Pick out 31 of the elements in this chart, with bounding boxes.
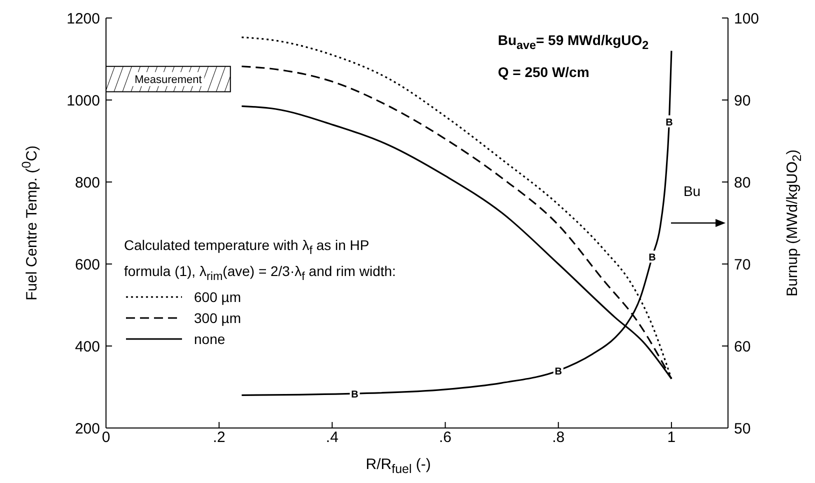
legend-label: 600 µm bbox=[194, 288, 241, 307]
data-label: B bbox=[648, 252, 656, 264]
y-tick-label: 1000 bbox=[66, 92, 100, 110]
y2-tick-label: 60 bbox=[734, 338, 751, 356]
x-tick-label: .8 bbox=[552, 429, 565, 446]
legend-label: none bbox=[194, 330, 226, 349]
x-tick-label: 1 bbox=[667, 429, 676, 446]
y2-tick-label: 70 bbox=[734, 256, 751, 274]
x-axis-title: R/R$_{fuel}$ (-) bbox=[366, 456, 431, 476]
x-tick-label: 0 bbox=[102, 429, 110, 446]
annotation: Bu$_{ave}$= 59 MWd/kgUO$_{2}$ bbox=[498, 32, 649, 52]
y-tick-label: 400 bbox=[74, 338, 100, 356]
legend-label: 300 µm bbox=[194, 308, 241, 328]
x-tick-label: .2 bbox=[212, 429, 226, 446]
band-label: Measurement bbox=[134, 74, 202, 86]
y-tick-label: 1200 bbox=[66, 10, 100, 28]
y-tick-label: 200 bbox=[74, 420, 100, 438]
annotation: Q = 250 W/cm bbox=[498, 64, 590, 80]
data-label: B bbox=[351, 390, 358, 401]
y-tick-label: 600 bbox=[74, 256, 100, 274]
y2-tick-label: 80 bbox=[734, 174, 751, 192]
y2-tick-label: 50 bbox=[734, 420, 751, 438]
series-label: Bu bbox=[683, 183, 701, 199]
y2-tick-label: 90 bbox=[734, 92, 751, 110]
text: Calculated temperature with λ$_{f}$ as in HP formula (1), λ$_{rim}$(ave) = 2/3·λ$_{f}$ and rim width: bbox=[124, 237, 396, 283]
data-label: B bbox=[666, 117, 673, 128]
y-tick-label: 800 bbox=[74, 174, 100, 192]
x-tick-label: .4 bbox=[326, 429, 338, 446]
x-tick-label: .6 bbox=[439, 429, 452, 446]
y2-tick-label: 100 bbox=[734, 10, 760, 28]
data-label: B bbox=[554, 366, 562, 378]
